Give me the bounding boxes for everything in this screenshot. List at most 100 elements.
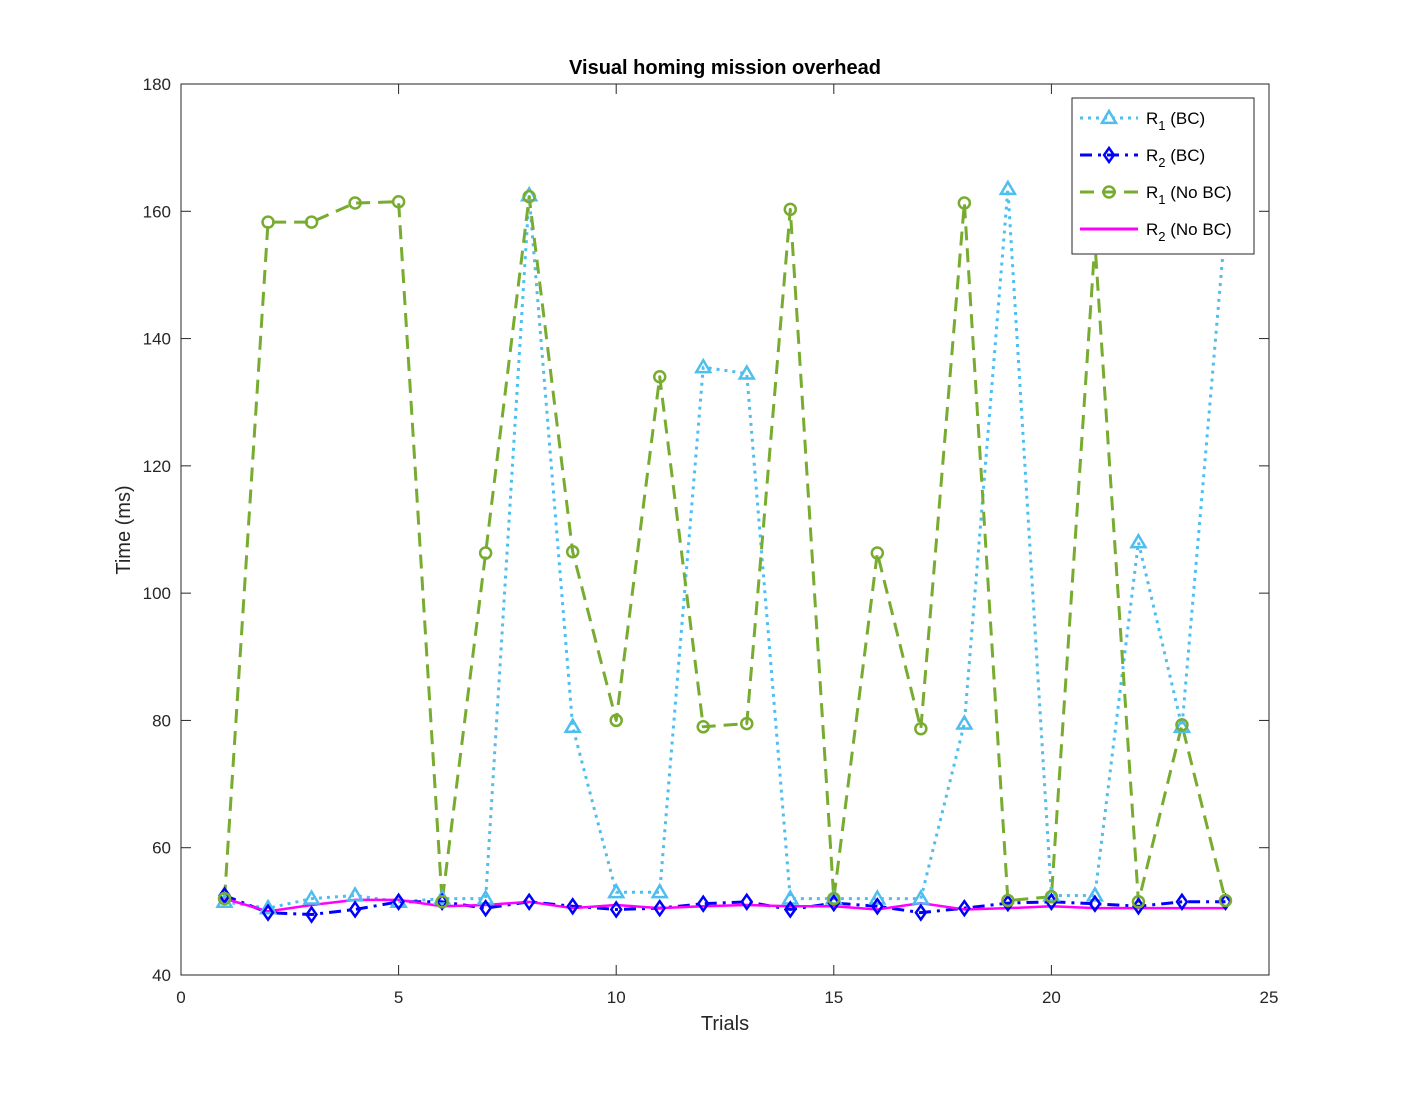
x-tick-label: 5 xyxy=(394,988,403,1007)
data-point-s0-11 xyxy=(694,357,713,374)
data-point-s1-6 xyxy=(479,898,493,918)
data-point-s1-2 xyxy=(305,905,318,924)
data-point-s2-12 xyxy=(740,716,754,731)
y-tick-label: 80 xyxy=(152,711,171,730)
legend-label-subscript: 1 xyxy=(1158,118,1165,133)
legend-marker-1 xyxy=(1102,145,1116,165)
data-point-s1-15 xyxy=(870,897,884,916)
data-point-s1-11 xyxy=(696,894,710,913)
legend-label-suffix: (BC) xyxy=(1166,146,1206,165)
legend-label-main: R xyxy=(1146,183,1158,202)
legend-label-suffix: (No BC) xyxy=(1166,220,1232,239)
data-point-s2-11 xyxy=(696,720,710,734)
data-point-s1-9 xyxy=(609,900,623,919)
data-point-s0-21 xyxy=(1129,532,1148,549)
legend-label-subscript: 2 xyxy=(1158,229,1165,244)
data-point-s1-1 xyxy=(261,903,275,922)
data-point-s1-20 xyxy=(1088,894,1102,913)
x-axis-label: Trials xyxy=(701,1013,749,1035)
data-point-s2-10 xyxy=(652,370,667,384)
data-point-s2-4 xyxy=(391,194,406,209)
data-point-s1-23 xyxy=(1219,892,1232,911)
x-tick-label: 20 xyxy=(1042,988,1061,1007)
legend-label-0: R1 (BC) xyxy=(1146,109,1205,133)
data-point-s0-12 xyxy=(737,364,756,380)
x-tick-label: 10 xyxy=(607,988,626,1007)
data-point-s2-21 xyxy=(1131,895,1146,909)
series-line-1 xyxy=(223,894,1226,917)
data-point-s1-17 xyxy=(957,898,971,918)
legend-label-suffix: (No BC) xyxy=(1166,183,1232,202)
y-tick-label: 140 xyxy=(143,330,171,349)
x-tick-label: 15 xyxy=(824,988,843,1007)
data-point-s0-15 xyxy=(868,889,887,905)
data-point-s1-21 xyxy=(1132,897,1145,916)
legend-marker-2 xyxy=(1102,185,1116,199)
axis-ticks: 0 5 10 15 20 25 40 60 80 100 120 140 160 180 xyxy=(143,75,1279,1007)
data-point-s1-3 xyxy=(348,900,362,919)
x-tick-label: 25 xyxy=(1260,988,1279,1007)
data-point-s0-18 xyxy=(998,179,1018,196)
legend: R1 (BC)R2 (BC)R1 (No BC)R2 (No BC) xyxy=(1071,97,1255,255)
data-point-s1-4 xyxy=(392,892,406,911)
data-point-s2-17 xyxy=(957,196,972,210)
data-point-s2-19 xyxy=(1044,889,1059,904)
data-point-s1-16 xyxy=(914,903,928,922)
data-point-s2-1 xyxy=(261,215,275,229)
data-point-s0-20 xyxy=(1085,885,1105,902)
data-point-s0-7 xyxy=(519,185,539,202)
y-tick-label: 160 xyxy=(143,202,171,221)
y-axis-label: Time (ms) xyxy=(113,485,135,574)
data-point-s0-17 xyxy=(955,714,974,730)
data-point-s2-16 xyxy=(914,721,928,736)
data-point-s1-12 xyxy=(740,892,754,911)
y-tick-label: 180 xyxy=(143,75,171,94)
data-point-s2-14 xyxy=(827,891,841,906)
legend-label-main: R xyxy=(1146,220,1158,239)
data-point-s1-5 xyxy=(435,892,449,911)
series-line-2 xyxy=(223,195,1227,904)
y-tick-label: 60 xyxy=(152,839,171,858)
data-point-s0-2 xyxy=(302,889,321,905)
data-point-s0-1 xyxy=(258,898,278,915)
data-point-s0-10 xyxy=(650,882,669,899)
data-point-s0-19 xyxy=(1042,885,1061,902)
data-point-s2-9 xyxy=(609,713,623,728)
data-point-s2-3 xyxy=(348,196,362,210)
legend-label-suffix: (BC) xyxy=(1166,109,1206,128)
data-point-s1-10 xyxy=(653,898,667,918)
legend-label-main: R xyxy=(1146,109,1158,128)
data-point-s0-0 xyxy=(215,892,234,908)
data-point-s2-22 xyxy=(1175,718,1189,732)
data-point-s1-13 xyxy=(783,900,797,919)
markers-layer xyxy=(215,179,1235,924)
data-point-s2-23 xyxy=(1218,893,1233,908)
data-point-s1-7 xyxy=(522,892,536,911)
legend-label-subscript: 2 xyxy=(1158,155,1165,170)
data-point-s1-18 xyxy=(1001,893,1015,913)
legend-label-2: R1 (No BC) xyxy=(1146,183,1232,207)
series-line-3 xyxy=(224,897,1226,913)
data-point-s2-7 xyxy=(522,189,536,204)
data-point-s1-14 xyxy=(827,893,841,913)
x-tick-label: 0 xyxy=(176,988,185,1007)
data-point-s0-6 xyxy=(476,889,495,905)
data-point-s2-18 xyxy=(1001,893,1015,908)
data-point-s2-8 xyxy=(565,545,580,559)
series-layer xyxy=(223,187,1227,917)
legend-label-main: R xyxy=(1146,146,1158,165)
data-point-s2-0 xyxy=(217,891,232,906)
data-point-s2-13 xyxy=(783,202,798,217)
data-point-s2-6 xyxy=(478,546,493,560)
data-point-s0-22 xyxy=(1172,717,1192,733)
y-tick-label: 120 xyxy=(143,457,171,476)
legend-label-3: R2 (No BC) xyxy=(1146,220,1232,244)
y-tick-label: 100 xyxy=(143,584,171,603)
data-point-s2-15 xyxy=(870,546,885,560)
legend-label-subscript: 1 xyxy=(1158,192,1165,207)
data-point-s0-9 xyxy=(607,882,626,899)
y-tick-label: 40 xyxy=(152,966,171,985)
data-point-s1-8 xyxy=(566,897,580,916)
chart-title: Visual homing mission overhead xyxy=(569,57,881,79)
